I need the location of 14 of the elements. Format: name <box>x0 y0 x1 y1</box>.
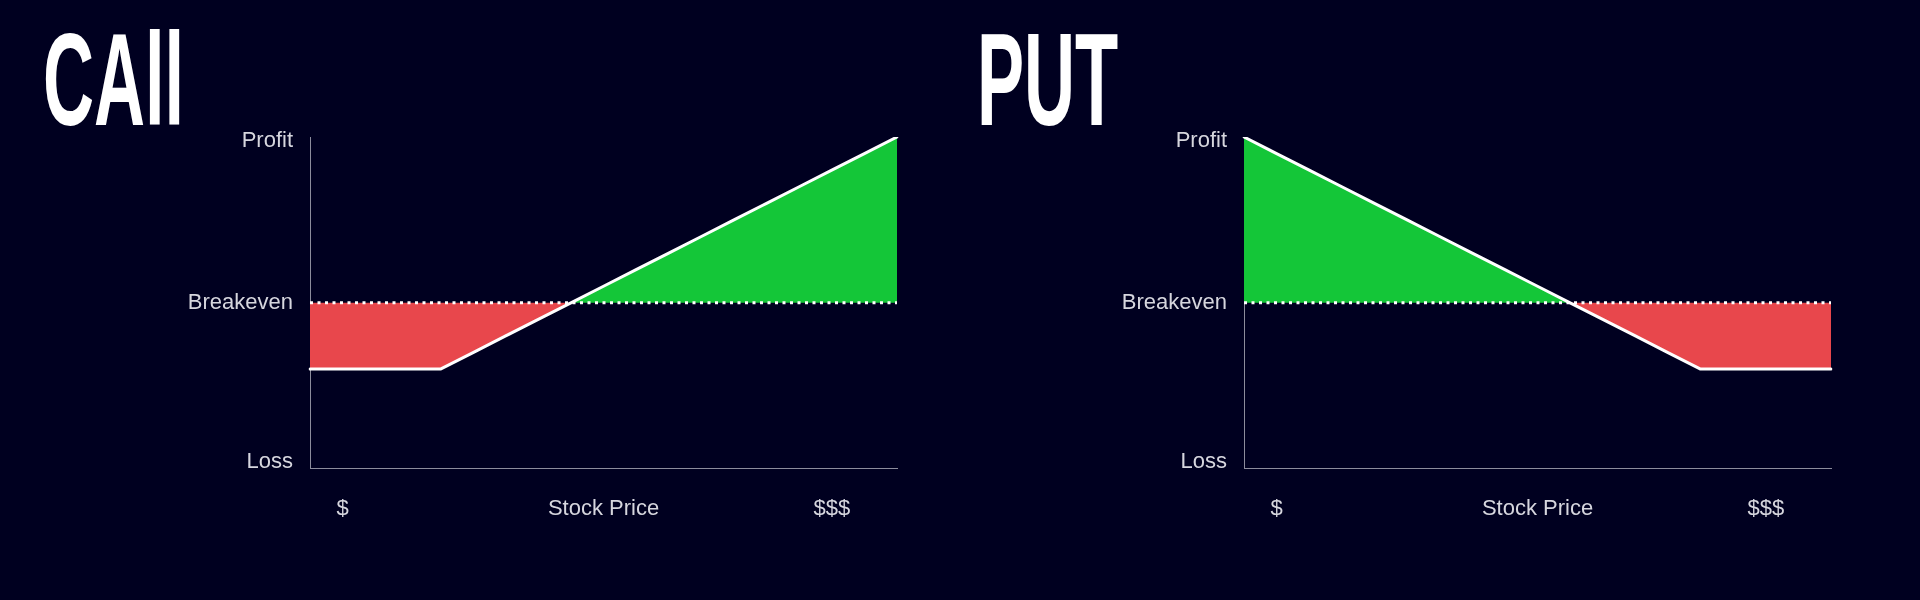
text: Loss <box>246 447 293 473</box>
x-axis-title: Stock Price <box>1481 494 1594 520</box>
chart-title: CAll <box>43 6 185 153</box>
x-tick-label: $ <box>1270 494 1283 520</box>
x-tick-label: $$$ <box>813 494 851 520</box>
text: Loss <box>1180 447 1227 473</box>
x-axis-title: Stock Price <box>547 494 660 520</box>
chart-title: PUT <box>977 6 1119 153</box>
text: Profit <box>1175 127 1227 153</box>
text: Profit <box>241 127 293 153</box>
ref-line-label: Breakeven <box>187 288 293 314</box>
ref-line-label: Breakeven <box>1121 288 1227 314</box>
x-tick-label: $$$ <box>1747 494 1785 520</box>
x-tick-label: $ <box>336 494 349 520</box>
